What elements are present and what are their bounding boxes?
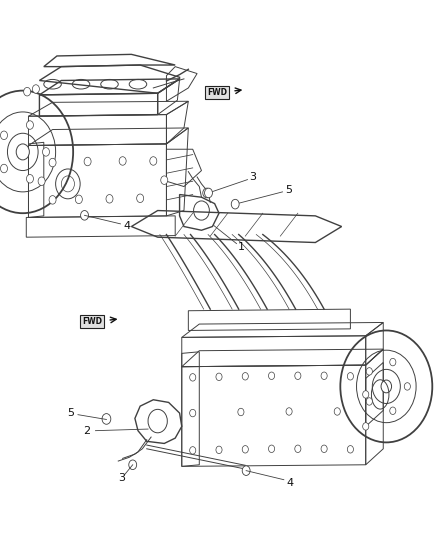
Circle shape xyxy=(321,372,327,379)
Circle shape xyxy=(16,144,29,160)
Text: 4: 4 xyxy=(286,478,293,488)
Circle shape xyxy=(321,445,327,453)
Circle shape xyxy=(203,188,211,198)
Circle shape xyxy=(0,164,7,173)
Circle shape xyxy=(119,157,126,165)
Circle shape xyxy=(137,194,144,203)
Circle shape xyxy=(242,446,248,453)
Circle shape xyxy=(286,408,292,415)
Circle shape xyxy=(161,176,168,184)
Circle shape xyxy=(366,398,372,405)
Text: FWD: FWD xyxy=(207,88,227,96)
Text: FWD: FWD xyxy=(82,317,102,326)
Text: 5: 5 xyxy=(67,408,74,417)
Circle shape xyxy=(268,372,275,379)
Circle shape xyxy=(238,408,244,416)
Circle shape xyxy=(347,373,353,380)
Circle shape xyxy=(49,196,56,204)
Circle shape xyxy=(24,87,31,96)
Circle shape xyxy=(216,373,222,381)
Text: 4: 4 xyxy=(124,221,131,231)
Circle shape xyxy=(404,383,410,390)
Circle shape xyxy=(190,409,196,417)
Circle shape xyxy=(49,158,56,167)
Circle shape xyxy=(32,85,39,93)
Circle shape xyxy=(366,368,372,375)
Circle shape xyxy=(334,408,340,415)
Circle shape xyxy=(242,373,248,380)
Text: 3: 3 xyxy=(118,473,125,483)
Circle shape xyxy=(295,445,301,453)
Circle shape xyxy=(26,121,33,130)
Circle shape xyxy=(381,380,392,393)
Circle shape xyxy=(129,460,137,470)
Circle shape xyxy=(231,199,239,209)
Text: 3: 3 xyxy=(250,173,257,182)
Circle shape xyxy=(42,148,49,156)
Circle shape xyxy=(26,174,33,183)
Circle shape xyxy=(190,374,196,381)
Circle shape xyxy=(0,131,7,140)
Circle shape xyxy=(205,188,212,198)
Circle shape xyxy=(102,414,111,424)
Circle shape xyxy=(106,195,113,203)
Circle shape xyxy=(347,446,353,453)
Circle shape xyxy=(363,391,369,398)
Circle shape xyxy=(390,358,396,366)
Circle shape xyxy=(75,195,82,204)
Circle shape xyxy=(81,211,88,220)
Circle shape xyxy=(242,466,250,475)
Text: 2: 2 xyxy=(83,426,90,435)
Circle shape xyxy=(268,445,275,453)
Circle shape xyxy=(390,407,396,415)
Text: 5: 5 xyxy=(286,185,293,195)
Circle shape xyxy=(38,177,45,185)
Circle shape xyxy=(84,157,91,166)
Circle shape xyxy=(150,157,157,165)
Circle shape xyxy=(190,447,196,454)
Circle shape xyxy=(295,372,301,379)
Circle shape xyxy=(216,446,222,454)
Circle shape xyxy=(363,423,369,430)
Text: 1: 1 xyxy=(238,242,245,252)
